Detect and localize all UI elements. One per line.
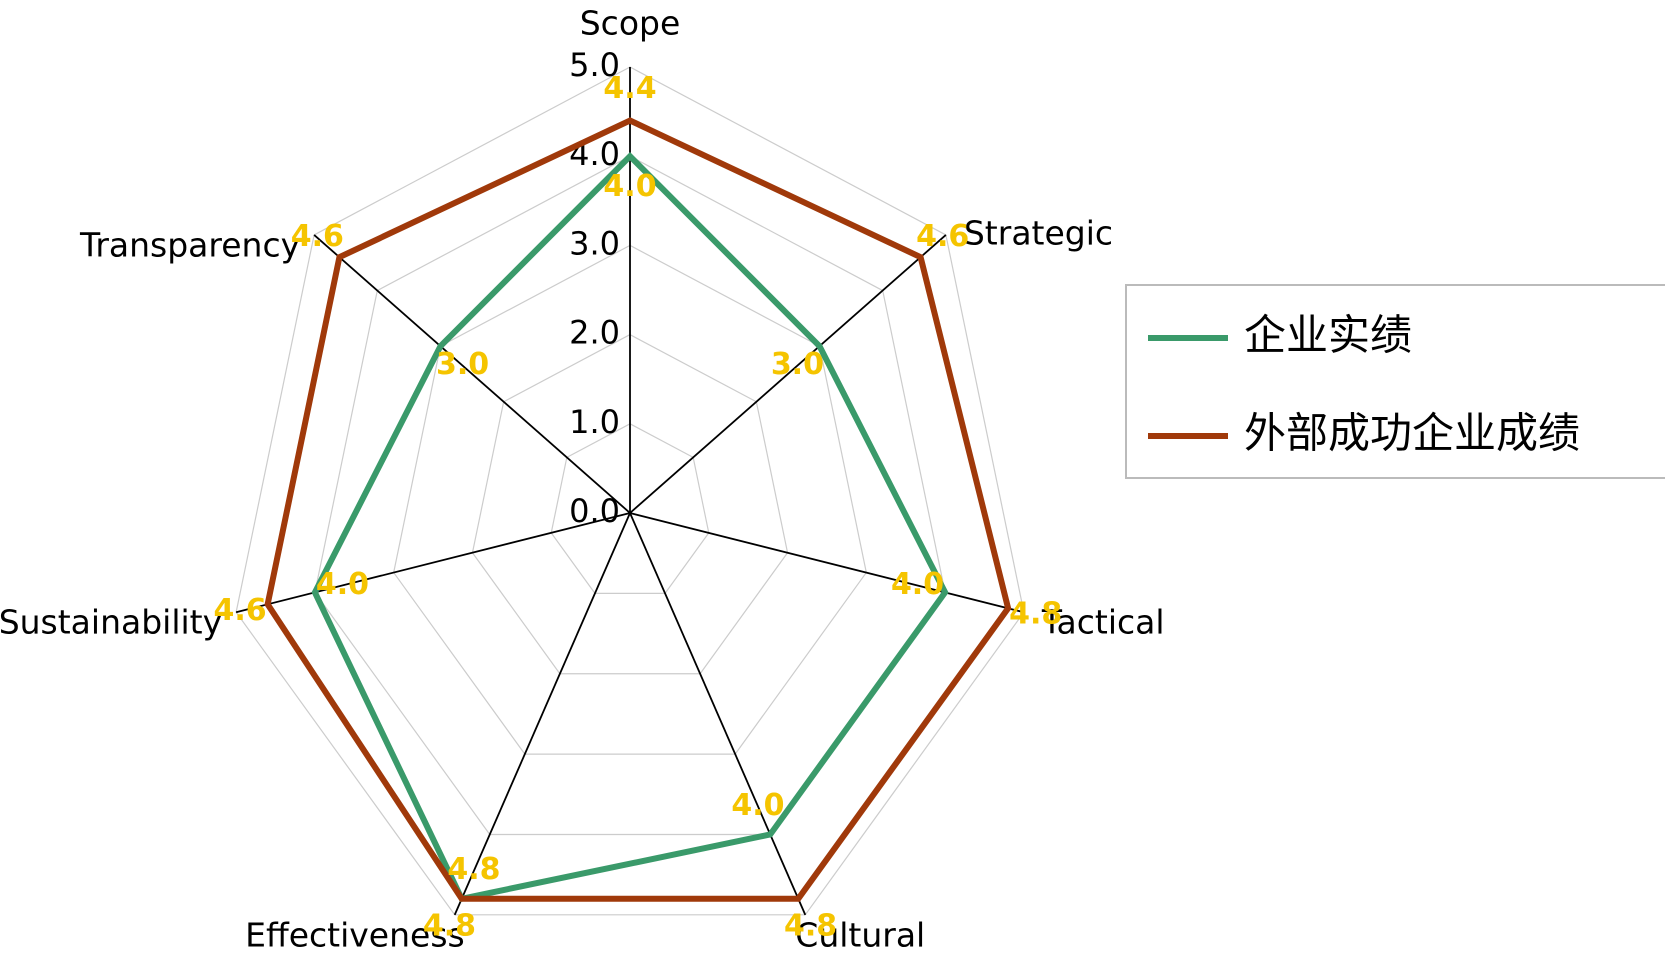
y-tick-label: 5.0 [569,46,620,84]
axis-label: Tactical [1041,603,1165,642]
y-tick-label: 0.0 [569,492,620,530]
legend-box [1125,284,1665,479]
data-label: 4.6 [916,219,969,254]
data-label: 3.0 [771,347,824,382]
axis-spoke [629,234,947,514]
axis-spoke [313,234,631,514]
data-label: 4.0 [891,567,944,602]
data-label: 4.0 [316,567,369,602]
data-label: 4.4 [603,71,656,106]
axis-spoke [629,512,1025,614]
legend-text: 外部成功企业成绩 [1244,409,1580,458]
y-tick-label: 3.0 [569,224,620,262]
axis-label: Strategic [964,213,1113,252]
axis-label: Scope [580,4,681,43]
data-label: 4.0 [603,169,656,204]
data-label: 4.8 [447,852,500,887]
axis-label: Transparency [79,225,300,264]
data-label: 4.6 [213,593,266,628]
axis-label: Effectiveness [245,915,465,954]
y-tick-label: 1.0 [569,403,620,441]
grid-ring [550,423,710,594]
data-label: 4.8 [1009,597,1062,632]
data-label: 4.0 [731,788,784,823]
axis-spoke [629,512,807,916]
data-label: 4.6 [291,219,344,254]
data-label: 4.8 [423,908,476,943]
legend-text: 企业实绩 [1244,311,1412,360]
y-tick-label: 4.0 [569,135,620,173]
series-line [311,151,949,903]
grid-ring [471,333,789,675]
axis-spoke [453,512,631,916]
axis-label: Cultural [795,915,925,954]
y-tick-label: 2.0 [569,314,620,352]
grid-ring [393,244,867,755]
axis-label: Sustainability [0,603,222,642]
data-label: 3.0 [436,347,489,382]
grid-ring [235,66,1025,916]
axis-spoke [235,512,631,614]
data-label: 4.8 [784,908,837,943]
series-line [264,117,1012,902]
grid-ring [314,155,946,836]
